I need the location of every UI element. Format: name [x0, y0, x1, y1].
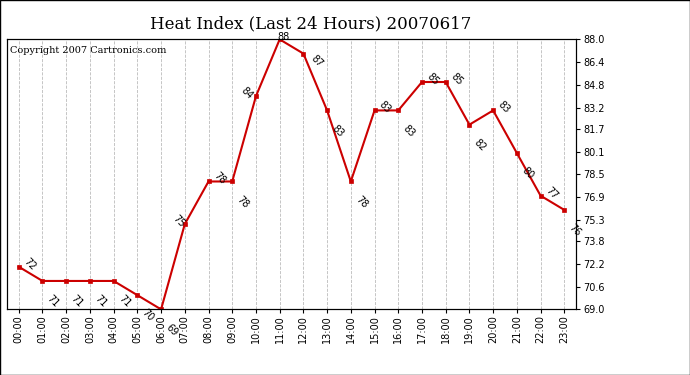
Text: 78: 78	[211, 171, 227, 187]
Text: 69: 69	[164, 322, 179, 338]
Text: 71: 71	[46, 294, 61, 309]
Text: Copyright 2007 Cartronics.com: Copyright 2007 Cartronics.com	[10, 46, 166, 55]
Text: 87: 87	[309, 54, 325, 69]
Text: 80: 80	[520, 165, 535, 181]
Text: 78: 78	[353, 194, 369, 210]
Text: 83: 83	[330, 123, 346, 139]
Text: Heat Index (Last 24 Hours) 20070617: Heat Index (Last 24 Hours) 20070617	[150, 15, 471, 32]
Text: 72: 72	[21, 256, 37, 272]
Text: 83: 83	[496, 100, 512, 116]
Text: 77: 77	[543, 185, 560, 201]
Text: 71: 71	[92, 294, 108, 309]
Text: 83: 83	[377, 100, 393, 116]
Text: 84: 84	[239, 86, 255, 101]
Text: 85: 85	[425, 71, 441, 87]
Text: 83: 83	[401, 123, 417, 139]
Text: 71: 71	[69, 294, 85, 309]
Text: 85: 85	[448, 71, 464, 87]
Text: 88: 88	[277, 32, 289, 42]
Text: 78: 78	[235, 194, 251, 210]
Text: 70: 70	[140, 308, 156, 324]
Text: 75: 75	[171, 213, 187, 229]
Text: 76: 76	[567, 222, 583, 238]
Text: 82: 82	[472, 137, 488, 153]
Text: 71: 71	[117, 294, 132, 309]
